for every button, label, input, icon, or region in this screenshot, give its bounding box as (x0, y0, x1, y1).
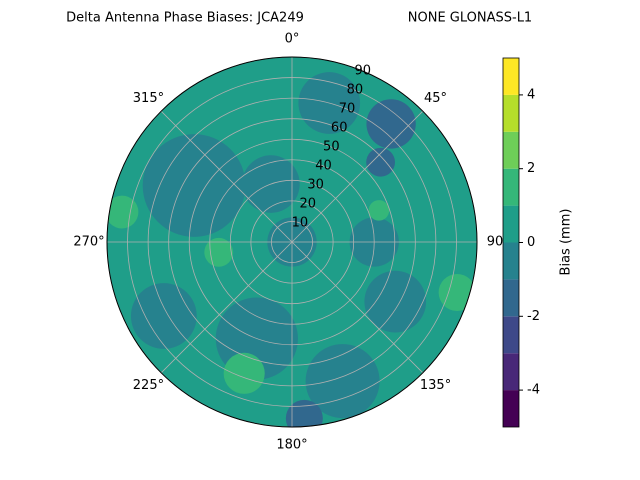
grid-spoke (160, 241, 293, 374)
colorbar-segment (503, 316, 519, 354)
colorbar-segment (503, 205, 519, 243)
angle-label: 135° (420, 378, 451, 393)
grid-spoke (291, 110, 424, 243)
contour-patch (366, 147, 395, 177)
chart-subtitle: NONE GLONASS-L1 (408, 11, 532, 26)
angle-label: 315° (133, 91, 164, 106)
colorbar-tick-label: 0 (527, 235, 535, 250)
contour-patch (130, 283, 197, 349)
radial-label: 80 (347, 83, 364, 98)
colorbar-segment (503, 390, 519, 427)
contour-patch (142, 134, 246, 237)
contour-patch (364, 270, 427, 333)
chart-title: Delta Antenna Phase Biases: JCA249 (66, 11, 304, 26)
colorbar-segment (503, 168, 519, 206)
angle-label: 45° (424, 91, 447, 106)
colorbar-label: Bias (mm) (559, 209, 574, 276)
contour-patch (366, 99, 416, 149)
contour-patch (107, 195, 139, 229)
angle-label: 180° (276, 438, 307, 453)
colorbar-tick-label: -4 (527, 383, 540, 398)
angle-label: 0° (285, 32, 300, 47)
colorbar-tick-label: 4 (527, 87, 535, 102)
colorbar-segment (503, 131, 519, 169)
grid-spoke (291, 241, 424, 374)
angle-label: 90 (487, 235, 504, 250)
angle-label: 270° (73, 235, 104, 250)
radial-label: 20 (299, 197, 316, 212)
colorbar-segment (503, 242, 519, 280)
contour-patch (438, 273, 476, 311)
contour-patch (285, 399, 323, 427)
colorbar-segment (503, 94, 519, 132)
radial-label: 60 (331, 121, 348, 136)
radial-label: 40 (315, 159, 332, 174)
colorbar-segment (503, 58, 519, 95)
contour-patch (368, 200, 390, 221)
contour-patch (223, 352, 265, 394)
radial-label: 50 (323, 140, 340, 155)
radial-label: 10 (292, 216, 309, 231)
grid-spoke (160, 110, 293, 243)
colorbar-tick-label: -2 (527, 309, 540, 324)
radial-label: 30 (307, 178, 324, 193)
angle-label: 225° (133, 378, 164, 393)
contour-patch (305, 344, 380, 419)
radial-label: 70 (339, 102, 356, 117)
colorbar-segment (503, 279, 519, 317)
colorbar-tick-label: 2 (527, 161, 535, 176)
colorbar-segment (503, 353, 519, 391)
polar-frame (106, 56, 478, 428)
